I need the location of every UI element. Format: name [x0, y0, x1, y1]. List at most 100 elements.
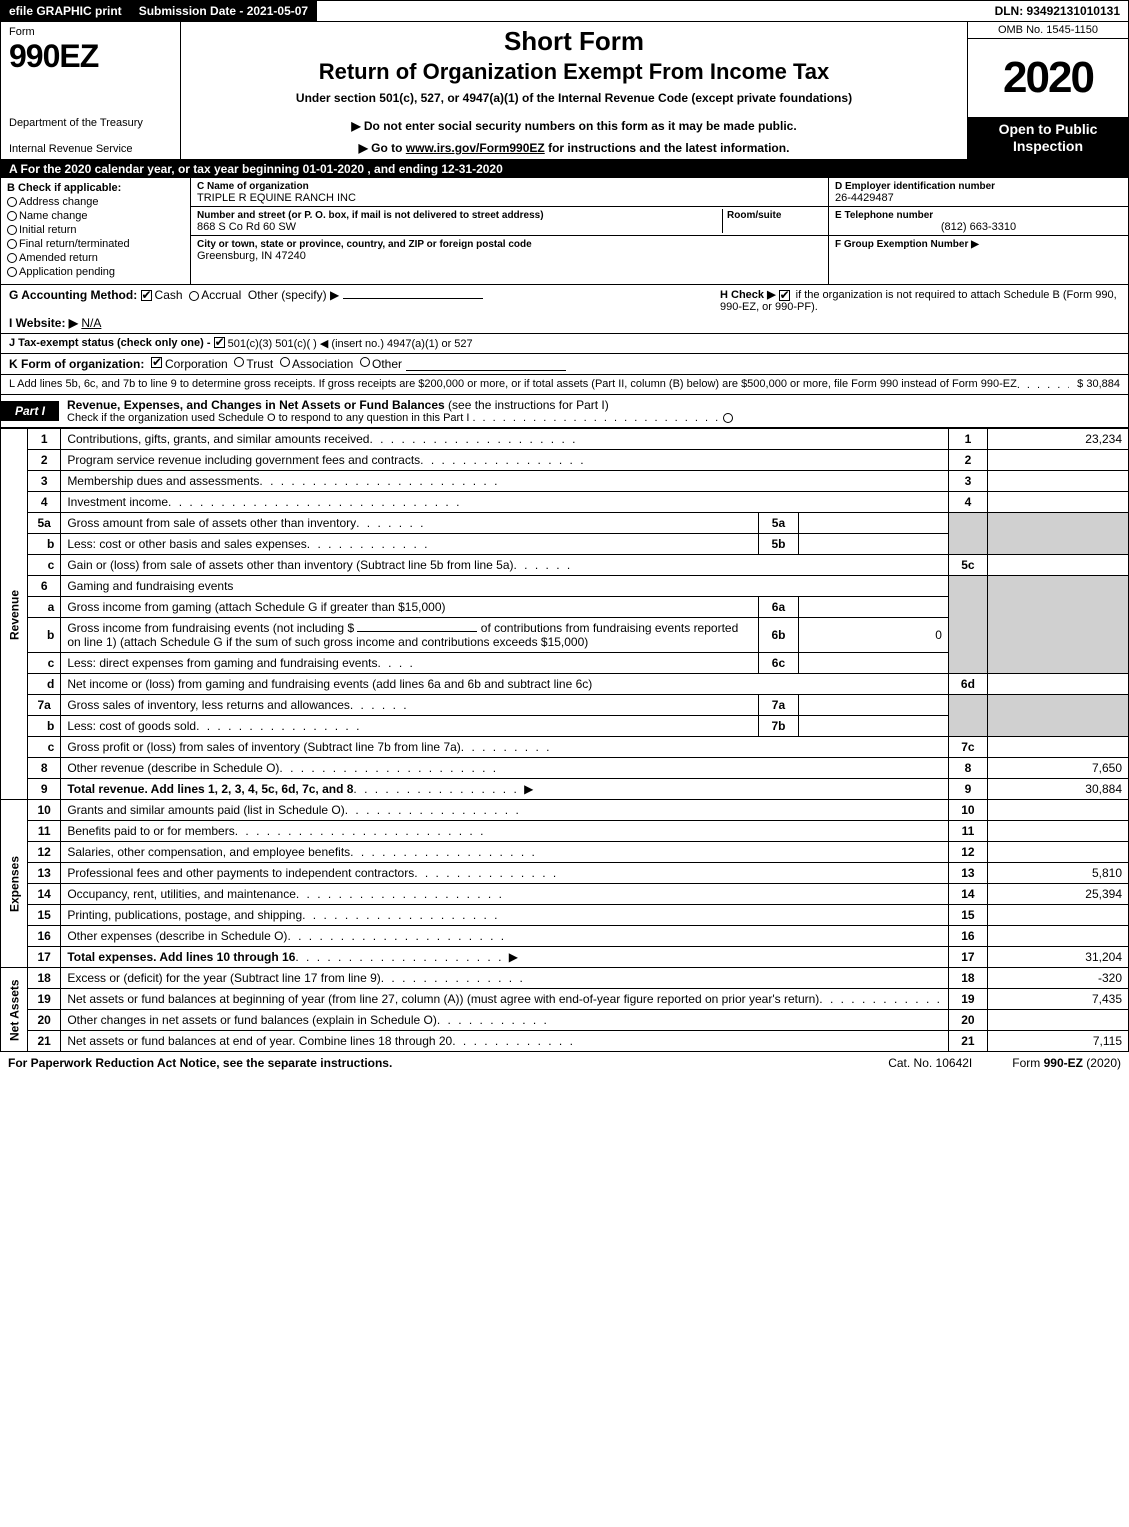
line9-amount: 30,884: [987, 779, 1128, 800]
chk-address-change[interactable]: Address change: [7, 196, 184, 208]
line3-amount: [987, 471, 1128, 492]
line10-amount: [987, 800, 1128, 821]
catalog-number: Cat. No. 10642I: [888, 1056, 972, 1070]
line1-amount: 23,234: [987, 429, 1128, 450]
line14-amount: 25,394: [987, 884, 1128, 905]
tax-year: 2020: [968, 39, 1128, 117]
omb-number: OMB No. 1545-1150: [968, 22, 1128, 39]
return-title: Return of Organization Exempt From Incom…: [193, 59, 955, 85]
header-right: OMB No. 1545-1150 2020 Open to Public In…: [968, 22, 1128, 159]
chk-initial-return[interactable]: Initial return: [7, 224, 184, 236]
org-name: TRIPLE R EQUINE RANCH INC: [197, 192, 356, 204]
part1-header: Part I Revenue, Expenses, and Changes in…: [0, 395, 1129, 428]
chk-schedule-o-part1[interactable]: [723, 413, 733, 423]
page-footer: For Paperwork Reduction Act Notice, see …: [0, 1052, 1129, 1074]
gross-receipts-amount: $ 30,884: [1077, 378, 1120, 391]
header-middle: Short Form Return of Organization Exempt…: [181, 22, 968, 159]
section-c: C Name of organization TRIPLE R EQUINE R…: [191, 178, 828, 284]
chk-corporation[interactable]: [151, 357, 162, 368]
chk-application-pending[interactable]: Application pending: [7, 266, 184, 278]
section-i-label: I Website: ▶: [9, 316, 78, 330]
short-form-title: Short Form: [193, 26, 955, 57]
line6a-amount: [798, 597, 948, 618]
ein-value: 26-4429487: [835, 192, 894, 204]
ein-label: D Employer identification number: [835, 181, 995, 192]
line7a-amount: [798, 695, 948, 716]
tax-year-row: A For the 2020 calendar year, or tax yea…: [0, 160, 1129, 178]
website-value: N/A: [81, 316, 101, 330]
phone-value: (812) 663-3310: [835, 221, 1122, 233]
chk-schedule-b-not-required[interactable]: [779, 290, 790, 301]
submission-date: Submission Date - 2021-05-07: [131, 1, 317, 21]
open-to-public: Open to Public Inspection: [968, 117, 1128, 159]
line5b-amount: [798, 534, 948, 555]
section-b: B Check if applicable: Address change Na…: [1, 178, 191, 284]
section-l: L Add lines 5b, 6c, and 7b to line 9 to …: [0, 375, 1129, 395]
line6d-amount: [987, 674, 1128, 695]
paperwork-notice: For Paperwork Reduction Act Notice, see …: [8, 1056, 848, 1070]
line20-amount: [987, 1010, 1128, 1031]
department-label: Department of the Treasury: [9, 117, 172, 129]
chk-other-org[interactable]: [360, 357, 370, 367]
chk-501c3[interactable]: [214, 337, 225, 348]
line11-amount: [987, 821, 1128, 842]
line15-amount: [987, 905, 1128, 926]
line18-amount: -320: [987, 968, 1128, 989]
revenue-label: Revenue: [1, 429, 28, 800]
irs-label: Internal Revenue Service: [9, 143, 172, 155]
netassets-label: Net Assets: [1, 968, 28, 1052]
part1-title: Revenue, Expenses, and Changes in Net As…: [59, 395, 1128, 427]
line7c-amount: [987, 737, 1128, 758]
under-section-text: Under section 501(c), 527, or 4947(a)(1)…: [193, 91, 955, 105]
form-number: 990EZ: [9, 38, 172, 75]
chk-accrual[interactable]: [189, 291, 199, 301]
form-number-footer: Form 990-EZ (2020): [1012, 1056, 1121, 1070]
line8-amount: 7,650: [987, 758, 1128, 779]
line21-amount: 7,115: [987, 1031, 1128, 1052]
org-city: Greensburg, IN 47240: [197, 250, 306, 262]
section-j: J Tax-exempt status (check only one) - 5…: [0, 334, 1129, 354]
form-label: Form: [9, 26, 172, 38]
ssn-warning: ▶ Do not enter social security numbers o…: [193, 119, 955, 133]
room-label: Room/suite: [727, 210, 781, 221]
chk-association[interactable]: [280, 357, 290, 367]
top-bar: efile GRAPHIC print Submission Date - 20…: [0, 0, 1129, 21]
chk-name-change[interactable]: Name change: [7, 210, 184, 222]
efile-print-button[interactable]: efile GRAPHIC print: [1, 1, 131, 21]
chk-amended-return[interactable]: Amended return: [7, 252, 184, 264]
city-label: City or town, state or province, country…: [197, 239, 532, 250]
org-address: 868 S Co Rd 60 SW: [197, 221, 296, 233]
section-h: H Check ▶ if the organization is not req…: [720, 288, 1120, 330]
line4-amount: [987, 492, 1128, 513]
line2-amount: [987, 450, 1128, 471]
identification-block: B Check if applicable: Address change Na…: [0, 178, 1129, 285]
line12-amount: [987, 842, 1128, 863]
line5a-amount: [798, 513, 948, 534]
gh-row: G Accounting Method: Cash Accrual Other …: [0, 285, 1129, 334]
line5c-amount: [987, 555, 1128, 576]
line17-amount: 31,204: [987, 947, 1128, 968]
chk-trust[interactable]: [234, 357, 244, 367]
line7b-amount: [798, 716, 948, 737]
expenses-label: Expenses: [1, 800, 28, 968]
line6b-amount: 0: [798, 618, 948, 653]
irs-link[interactable]: www.irs.gov/Form990EZ: [406, 141, 545, 155]
section-g: G Accounting Method: Cash Accrual Other …: [9, 288, 720, 330]
chk-cash[interactable]: [141, 290, 152, 301]
section-def: D Employer identification number 26-4429…: [828, 178, 1128, 284]
chk-final-return[interactable]: Final return/terminated: [7, 238, 184, 250]
line6c-amount: [798, 653, 948, 674]
part1-tab: Part I: [1, 401, 59, 421]
line13-amount: 5,810: [987, 863, 1128, 884]
form-header: Form 990EZ Department of the Treasury In…: [0, 21, 1129, 160]
group-exemption-label: F Group Exemption Number ▶: [835, 239, 979, 250]
phone-label: E Telephone number: [835, 210, 933, 221]
org-name-label: C Name of organization: [197, 181, 309, 192]
line19-amount: 7,435: [987, 989, 1128, 1010]
header-left: Form 990EZ Department of the Treasury In…: [1, 22, 181, 159]
section-k: K Form of organization: Corporation Trus…: [0, 354, 1129, 375]
line16-amount: [987, 926, 1128, 947]
part1-table: Revenue 1 Contributions, gifts, grants, …: [0, 428, 1129, 1052]
dln-number: DLN: 93492131010131: [987, 1, 1128, 21]
addr-label: Number and street (or P. O. box, if mail…: [197, 210, 544, 221]
